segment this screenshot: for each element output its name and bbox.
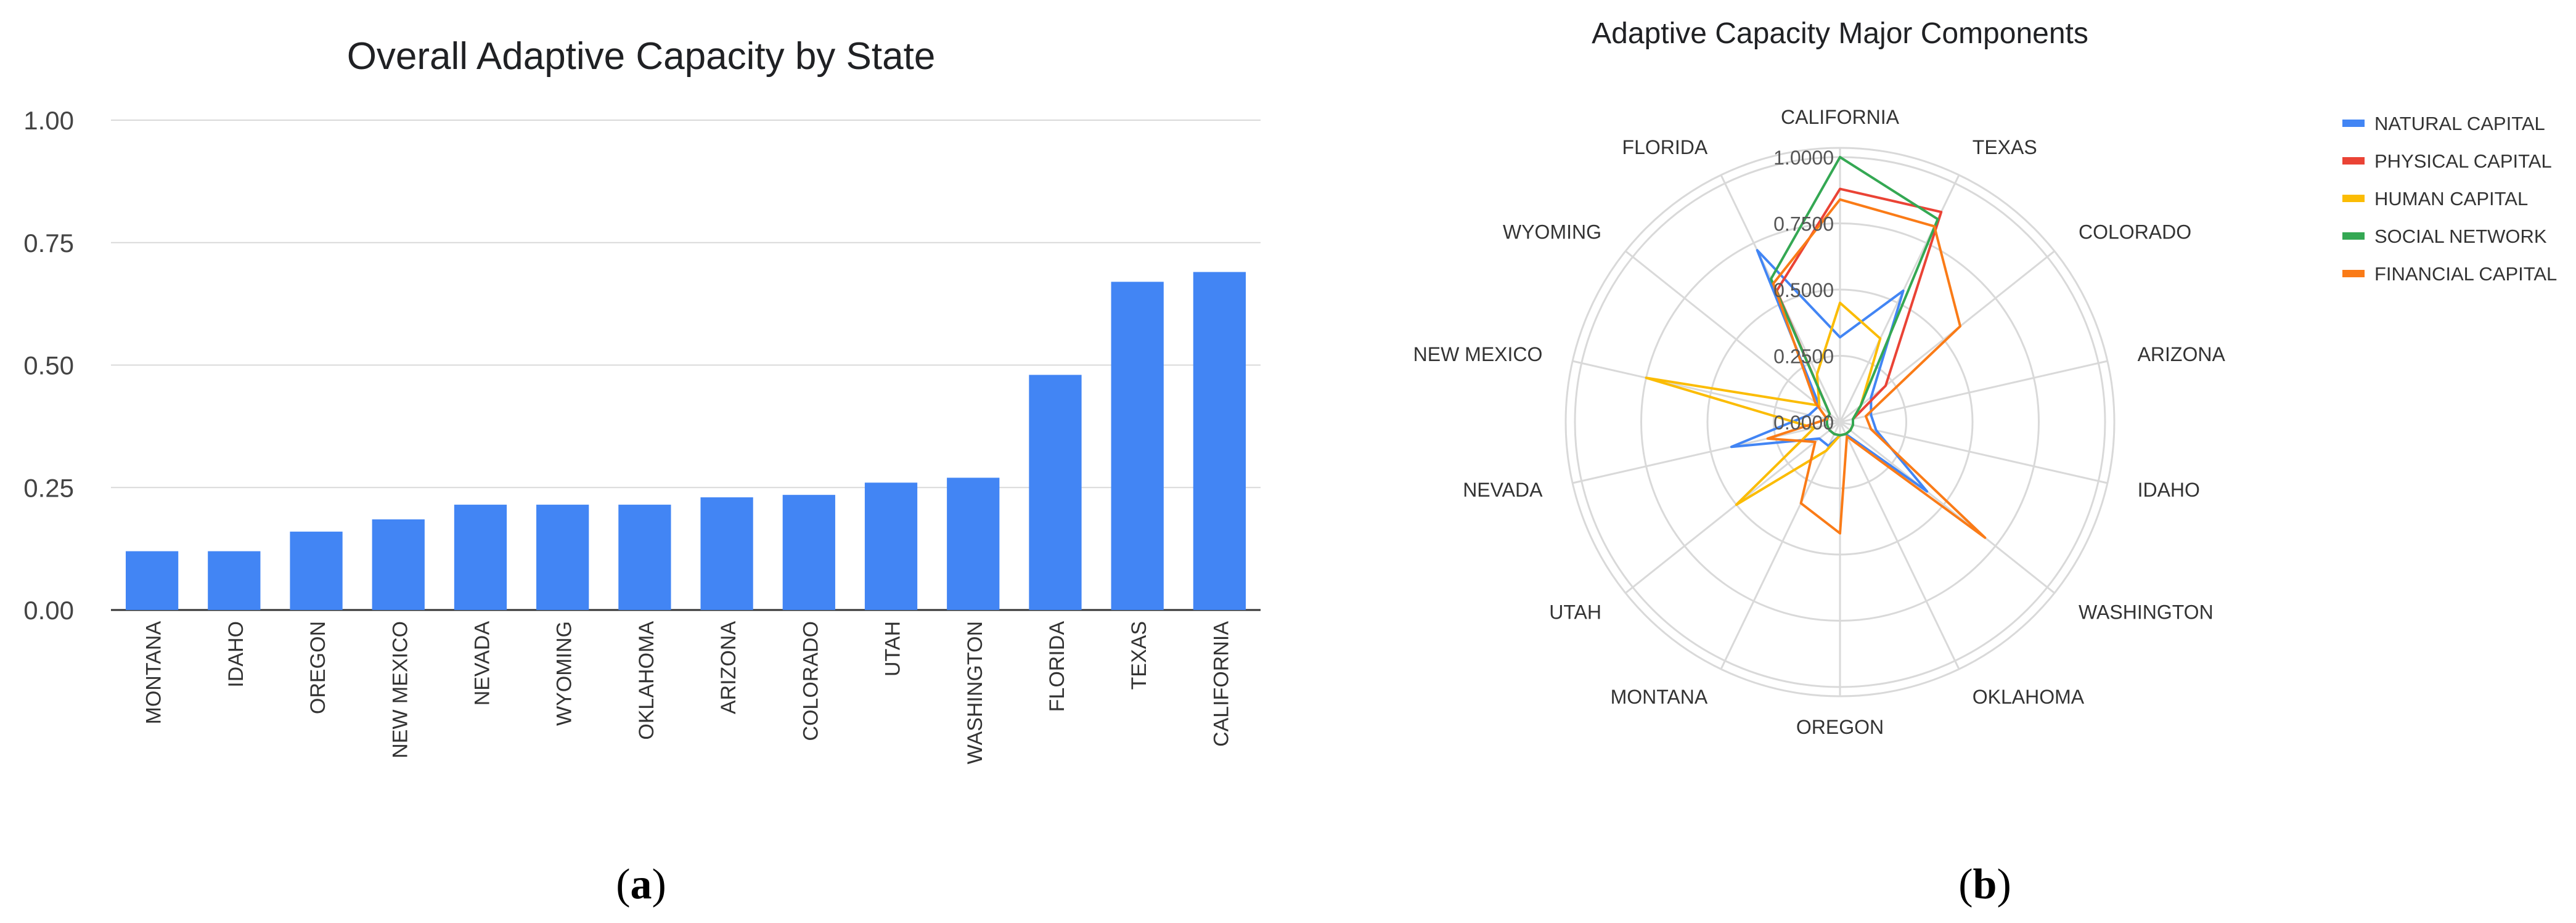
bar-chart-title: Overall Adaptive Capacity by State [347, 35, 936, 78]
bar-x-tick-label: TEXAS [1127, 621, 1151, 689]
radar-axis-label: OKLAHOMA [1973, 686, 2085, 708]
bar-x-tick-label: WASHINGTON [963, 621, 987, 764]
radar-axis-label: IDAHO [2138, 479, 2200, 501]
bar-x-tick-label: MONTANA [142, 621, 166, 725]
radar-spoke [1572, 360, 1841, 423]
radar-spoke [1839, 421, 2055, 594]
bar-arizona [700, 497, 753, 610]
bar-x-tick-labels: MONTANA IDAHO OREGON NEW MEXICO NEVADA WYOMIN… [142, 621, 1233, 765]
bar-chart: Overall Adaptive Capacity by State 0.000… [23, 35, 1261, 764]
bar-x-tick-label: ARIZONA [717, 621, 740, 714]
legend-label: FINANCIAL CAPITAL [2374, 263, 2557, 285]
radar-axis-label: NEVADA [1463, 479, 1543, 501]
legend-swatch [2342, 157, 2365, 165]
bar-washington [947, 478, 1000, 610]
bar-oregon [290, 531, 343, 610]
bar-y-tick-label: 0.75 [23, 229, 74, 258]
legend-label: SOCIAL NETWORK [2374, 226, 2547, 247]
radar-spoke [1625, 250, 1841, 423]
legend-label: PHYSICAL CAPITAL [2374, 150, 2552, 172]
bar-x-tick-label: CALIFORNIA [1209, 621, 1233, 747]
radar-r-tick-label: 0.2500 [1773, 346, 1834, 368]
bar-idaho [208, 551, 261, 610]
radar-axis-label: COLORADO [2079, 221, 2191, 243]
bar-texas [1111, 282, 1164, 611]
bar-y-tick-label: 1.00 [23, 106, 74, 135]
bar-montana [125, 551, 179, 610]
legend-label: HUMAN CAPITAL [2374, 188, 2528, 209]
caption-b: (b) [1958, 861, 2011, 908]
radar-legend: NATURAL CAPITAL PHYSICAL CAPITAL HUMAN CAP… [2342, 113, 2557, 285]
radar-spoke [1625, 421, 1841, 594]
radar-r-tick-label: 0.5000 [1773, 279, 1834, 301]
radar-axis-label: WASHINGTON [2079, 601, 2214, 624]
bar-x-tick-label: IDAHO [224, 621, 248, 688]
radar-axis-label: FLORIDA [1622, 136, 1708, 158]
radar-axis-label: UTAH [1549, 601, 1601, 624]
radar-spoke [1839, 421, 2108, 484]
radar-axis-label: CALIFORNIA [1781, 106, 1900, 128]
radar-radial-tick-labels: 0.0000 0.2500 0.5000 0.7500 1.0000 [1773, 147, 1834, 434]
legend-label: NATURAL CAPITAL [2374, 113, 2545, 134]
radar-r-tick-label: 0.7500 [1773, 213, 1834, 235]
legend-swatch [2342, 270, 2365, 277]
bar-x-tick-label: NEW MEXICO [388, 621, 412, 758]
radar-r-tick-label: 0.0000 [1773, 412, 1834, 434]
radar-series-financial-capital [1766, 198, 1987, 539]
bar-x-tick-label: OKLAHOMA [635, 621, 658, 740]
radar-series [1645, 156, 1987, 539]
radar-spoke [1839, 421, 1960, 670]
bar-x-tick-label: COLORADO [799, 621, 822, 741]
legend-swatch [2342, 232, 2365, 240]
radar-axis-label: MONTANA [1611, 686, 1708, 708]
bar-california [1193, 272, 1246, 610]
radar-axis-label: TEXAS [1973, 136, 2037, 158]
radar-axis-label: NEW MEXICO [1413, 343, 1543, 365]
radar-axis-labels: CALIFORNIA TEXAS COLORADO ARIZONA IDAHO WASHI… [1413, 106, 2226, 738]
radar-spoke [1572, 421, 1841, 484]
caption-b-letter: b [1973, 861, 1997, 908]
bar-florida [1029, 375, 1082, 610]
bar-x-tick-label: UTAH [881, 621, 905, 677]
bar-x-tick-label: NEVADA [470, 621, 494, 706]
legend-swatch [2342, 120, 2365, 127]
captions: (a) (b) [616, 861, 2011, 908]
radar-axis-label: OREGON [1796, 716, 1884, 738]
radar-axis-label: ARIZONA [2138, 343, 2226, 365]
radar-spoke [1720, 421, 1841, 670]
bar-oklahoma [618, 505, 671, 610]
bar-colorado [782, 495, 835, 610]
radar-spoke [1839, 360, 2108, 423]
bar-y-tick-label: 0.25 [23, 473, 74, 502]
bar-x-tick-label: OREGON [306, 621, 330, 714]
legend-swatch [2342, 195, 2365, 202]
bar-x-tick-label: FLORIDA [1045, 621, 1069, 712]
bar-series [125, 272, 1246, 611]
bar-y-tick-label: 0.50 [23, 351, 74, 380]
bar-nevada [454, 505, 507, 610]
radar-spoke [1839, 250, 2055, 423]
bar-y-tick-label: 0.00 [23, 596, 74, 625]
bar-utah [864, 482, 918, 610]
bar-gridlines [111, 120, 1261, 611]
radar-chart-title: Adaptive Capacity Major Components [1592, 17, 2088, 50]
radar-chart: Adaptive Capacity Major Components 0.000… [1413, 17, 2558, 738]
caption-a: (a) [616, 861, 666, 908]
radar-spokes [1572, 148, 2108, 696]
bar-y-tick-labels: 0.00 0.25 0.50 0.75 1.00 [23, 106, 74, 625]
bar-x-tick-label: WYOMING [553, 621, 576, 726]
radar-series-social-network [1770, 156, 1939, 437]
bar-new-mexico [372, 519, 425, 610]
radar-r-tick-label: 1.0000 [1773, 147, 1834, 169]
caption-a-letter: a [631, 861, 652, 908]
bar-wyoming [536, 505, 589, 610]
radar-axis-label: WYOMING [1503, 221, 1601, 243]
